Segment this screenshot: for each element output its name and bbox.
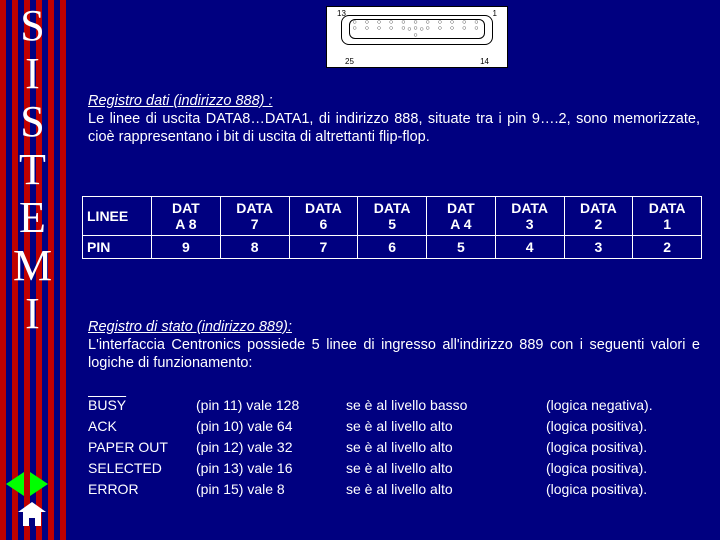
table-header: DATA2 xyxy=(564,197,633,236)
data-register-title: Registro dati (indirizzo 888) : xyxy=(88,93,273,109)
status-register-body: L'interfaccia Centronics possiede 5 line… xyxy=(88,337,700,371)
status-register-paragraph: Registro di stato (indirizzo 889): L'int… xyxy=(88,318,700,372)
table-header: DATA5 xyxy=(358,197,427,236)
table-cell: 4 xyxy=(495,236,564,259)
status-pin: (pin 13) vale 16 xyxy=(196,458,346,479)
sidebar-letter: I xyxy=(0,290,65,338)
status-row: ERROR(pin 15) vale 8se è al livello alto… xyxy=(88,479,700,500)
status-logic: (logica positiva). xyxy=(546,479,700,500)
status-level: se è al livello alto xyxy=(346,416,546,437)
sidebar-letter: I xyxy=(0,50,65,98)
status-lines-block: BUSY(pin 11) vale 128se è al livello bas… xyxy=(88,395,700,500)
table-header: DATA3 xyxy=(495,197,564,236)
row-label-pin: PIN xyxy=(83,236,152,259)
data-register-body: Le linee di uscita DATA8…DATA1, di indir… xyxy=(88,111,700,145)
status-level: se è al livello alto xyxy=(346,458,546,479)
status-logic: (logica positiva). xyxy=(546,458,700,479)
status-level: se è al livello basso xyxy=(346,395,546,416)
status-level: se è al livello alto xyxy=(346,479,546,500)
data-pin-table: LINEEDATA 8DATA7DATA6DATA5DATA 4DATA3DAT… xyxy=(82,196,702,259)
nav-controls xyxy=(6,472,48,496)
status-pin: (pin 15) vale 8 xyxy=(196,479,346,500)
sidebar-letter: E xyxy=(0,194,65,242)
status-logic: (logica positiva). xyxy=(546,416,700,437)
status-logic: (logica negativa). xyxy=(546,395,700,416)
status-name: ACK xyxy=(88,416,196,437)
table-cell: 5 xyxy=(427,236,496,259)
next-arrow-icon[interactable] xyxy=(30,472,48,496)
status-logic: (logica positiva). xyxy=(546,437,700,458)
status-name: PAPER OUT xyxy=(88,437,196,458)
sidebar-letter: S xyxy=(0,98,65,146)
status-pin: (pin 12) vale 32 xyxy=(196,437,346,458)
table-header: DATA1 xyxy=(633,197,702,236)
table-cell: 6 xyxy=(358,236,427,259)
status-name: SELECTED xyxy=(88,458,196,479)
sidebar-letter: S xyxy=(0,2,65,50)
status-register-title: Registro di stato (indirizzo 889): xyxy=(88,319,292,335)
status-name: BUSY xyxy=(88,395,196,416)
table-cell: 9 xyxy=(152,236,221,259)
status-level: se è al livello alto xyxy=(346,437,546,458)
sidebar-letter: T xyxy=(0,146,65,194)
table-header: DATA 8 xyxy=(152,197,221,236)
table-cell: 7 xyxy=(289,236,358,259)
table-cell: 3 xyxy=(564,236,633,259)
pin-label-14: 14 xyxy=(480,57,489,66)
status-pin: (pin 11) vale 128 xyxy=(196,395,346,416)
status-name: ERROR xyxy=(88,479,196,500)
data-register-paragraph: Registro dati (indirizzo 888) : Le linee… xyxy=(88,92,700,146)
pin-label-1: 1 xyxy=(493,9,497,18)
row-label-linee: LINEE xyxy=(83,197,152,236)
connector-diagram: 13 1 ○ ○ ○ ○ ○ ○ ○ ○ ○ ○ ○ ○ ○ ○ ○ ○ ○ ○… xyxy=(326,6,508,68)
table-cell: 8 xyxy=(220,236,289,259)
table-cell: 2 xyxy=(633,236,702,259)
status-pin: (pin 10) vale 64 xyxy=(196,416,346,437)
status-row: BUSY(pin 11) vale 128se è al livello bas… xyxy=(88,395,700,416)
table-header: DATA6 xyxy=(289,197,358,236)
pin-label-25: 25 xyxy=(345,57,354,66)
status-row: SELECTED(pin 13) vale 16se è al livello … xyxy=(88,458,700,479)
status-row: ACK(pin 10) vale 64se è al livello alto(… xyxy=(88,416,700,437)
sidebar-letters: SISTEMI xyxy=(0,0,80,338)
home-icon[interactable] xyxy=(18,502,46,528)
sidebar-letter: M xyxy=(0,242,65,290)
status-row: PAPER OUT(pin 12) vale 32se è al livello… xyxy=(88,437,700,458)
table-header: DATA 4 xyxy=(427,197,496,236)
prev-arrow-icon[interactable] xyxy=(6,472,24,496)
table-header: DATA7 xyxy=(220,197,289,236)
